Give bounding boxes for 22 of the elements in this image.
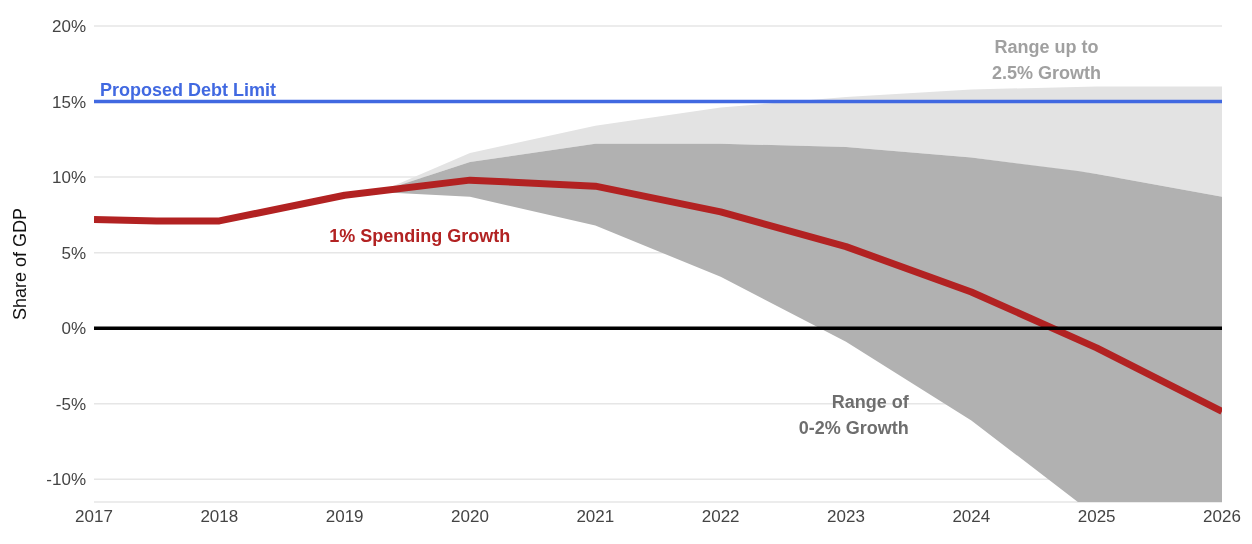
y-tick-label: 5% — [61, 243, 86, 263]
x-tick-label: 2022 — [701, 507, 740, 527]
y-tick-label: 0% — [61, 319, 86, 339]
y-tick-label: 15% — [51, 92, 86, 112]
y-axis-title: Share of GDP — [10, 207, 31, 321]
x-tick-label: 2019 — [325, 507, 364, 527]
annotation: Range up to 2.5% Growth — [992, 37, 1102, 84]
series-label: 1% Spending Growth — [329, 226, 511, 247]
y-tick-label: -5% — [55, 394, 86, 414]
x-tick-label: 2025 — [1077, 507, 1116, 527]
x-tick-label: 2017 — [75, 507, 113, 527]
x-tick-label: 2024 — [952, 507, 991, 527]
y-tick-label: 10% — [51, 168, 86, 188]
x-tick-label: 2026 — [1203, 507, 1241, 527]
x-tick-label: 2023 — [827, 507, 865, 527]
ref-line-label: Proposed Debt Limit — [100, 79, 277, 100]
annotation: Range of 0-2% Growth — [798, 392, 910, 439]
y-tick-label: -10% — [46, 470, 86, 490]
x-tick-label: 2020 — [451, 507, 489, 527]
x-tick-label: 2021 — [576, 507, 615, 527]
x-tick-label: 2018 — [200, 507, 239, 527]
y-tick-label: 20% — [51, 17, 86, 37]
